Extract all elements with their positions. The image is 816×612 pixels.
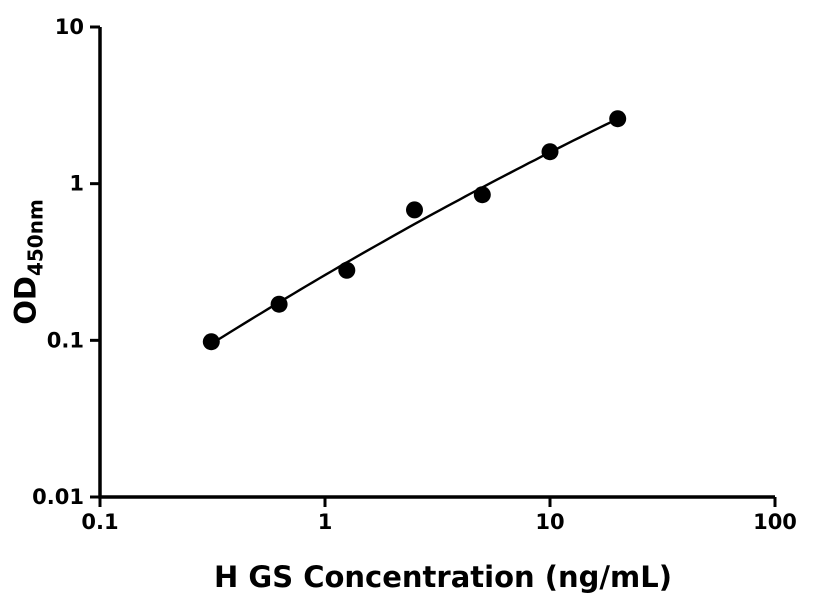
data-point [338,261,356,279]
data-point [202,333,220,351]
y-axis-title: OD450nm [9,199,48,325]
y-axis-title-main: OD [8,276,43,325]
y-tick-label: 1 [69,172,84,196]
data-point [541,143,559,161]
data-point [609,110,627,128]
data-point [270,295,288,313]
y-tick-label: 0.1 [47,328,84,352]
data-point [473,186,491,204]
data-point [406,201,423,219]
x-axis-title: H GS Concentration (ng/mL) [214,560,672,594]
x-tick-label: 10 [535,510,564,534]
y-tick-label: 0.01 [32,485,84,509]
x-tick-label: 0.1 [81,510,118,534]
axis-spines [98,27,775,499]
x-tick-label: 100 [753,510,797,534]
x-tick-label: 1 [318,510,333,534]
y-tick-label: 10 [55,15,84,39]
y-axis-title-sub: 450nm [23,199,48,277]
